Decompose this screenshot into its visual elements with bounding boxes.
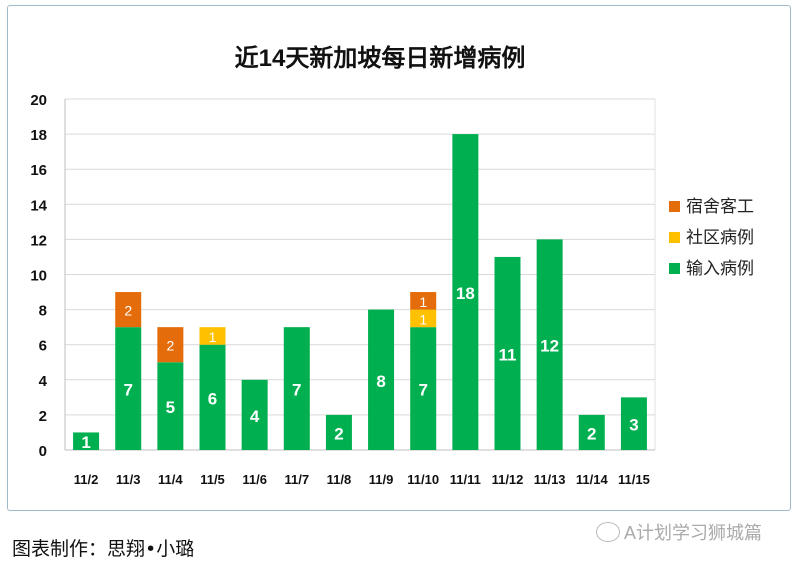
x-tick-label: 11/5 (200, 472, 225, 487)
x-tick-label: 11/13 (534, 472, 566, 487)
bar-segment (410, 327, 437, 450)
data-label: 11 (499, 345, 517, 364)
bar-segment (325, 414, 352, 450)
bar-segment (157, 327, 184, 363)
data-label: 7 (418, 381, 427, 400)
y-tick-label: 8 (39, 303, 47, 320)
x-tick-label: 11/9 (369, 472, 394, 487)
chart-title: 近14天新加坡每日新增病例 (235, 44, 526, 72)
y-tick-label: 2 (39, 408, 47, 425)
watermark: A计划学习狮城篇 (596, 519, 762, 545)
chart-frame (7, 5, 791, 511)
data-label: 8 (376, 372, 385, 391)
data-label: 2 (166, 338, 174, 354)
legend-swatch (669, 201, 680, 212)
legend-swatch (669, 263, 680, 274)
x-tick-label: 11/4 (158, 472, 183, 487)
bar-chart: 近14天新加坡每日新增病例 02468101214161820111/27211… (30, 44, 754, 487)
y-tick-label: 14 (30, 197, 47, 214)
legend-label: 宿舍客工 (686, 197, 754, 216)
y-tick-label: 20 (30, 92, 47, 109)
bar-segment (199, 327, 226, 345)
bar-segment (199, 344, 226, 450)
y-tick-label: 10 (30, 268, 47, 285)
x-tick-label: 11/7 (284, 472, 309, 487)
bar-segment (452, 134, 479, 450)
y-tick-label: 12 (30, 232, 47, 249)
data-label: 3 (629, 416, 638, 435)
bar-segment (410, 309, 437, 328)
bar-segment (410, 292, 437, 310)
data-label: 12 (540, 337, 559, 356)
x-tick-label: 11/14 (576, 472, 609, 487)
data-label: 6 (208, 389, 217, 408)
legend-label: 输入病例 (686, 259, 754, 278)
data-label: 7 (123, 381, 132, 400)
legend-label: 社区病例 (686, 228, 754, 247)
x-tick-label: 11/2 (74, 472, 99, 487)
data-label: 7 (292, 381, 301, 400)
data-label: 5 (166, 398, 175, 417)
data-label: 1 (209, 329, 217, 345)
x-tick-label: 11/10 (407, 472, 439, 487)
data-label: 2 (124, 303, 132, 319)
bar-segment (620, 397, 647, 450)
x-tick-label: 11/12 (492, 472, 524, 487)
y-tick-label: 16 (30, 162, 47, 179)
bar-segment (157, 362, 184, 450)
bar-segment (115, 327, 142, 450)
y-tick-label: 4 (39, 373, 48, 390)
bar-segment (578, 414, 605, 450)
bar-segment (368, 309, 395, 450)
wechat-icon (596, 522, 620, 542)
bar-segment (115, 292, 142, 328)
bar-segment (536, 239, 563, 450)
bar-segment (73, 432, 100, 450)
data-label: 1 (419, 311, 427, 327)
bar-segment (494, 256, 521, 450)
x-tick-label: 11/11 (450, 472, 481, 487)
x-tick-label: 11/6 (242, 472, 267, 487)
data-label: 1 (419, 294, 427, 310)
data-label: 2 (334, 424, 343, 443)
data-label: 2 (587, 424, 596, 443)
y-tick-label: 6 (39, 338, 47, 355)
watermark-text: A计划学习狮城篇 (624, 523, 763, 543)
data-label: 18 (456, 284, 475, 303)
x-tick-label: 11/15 (618, 472, 650, 487)
bar-segment (283, 327, 310, 450)
data-label: 1 (81, 433, 90, 452)
bar-segment (241, 379, 268, 450)
x-tick-label: 11/8 (327, 472, 352, 487)
chart-credit: 图表制作：思翔•小璐 (12, 538, 195, 560)
data-label: 4 (250, 407, 260, 426)
y-tick-label: 0 (39, 443, 47, 460)
y-tick-label: 18 (30, 127, 47, 144)
x-tick-label: 11/3 (116, 472, 141, 487)
legend-swatch (669, 232, 680, 243)
